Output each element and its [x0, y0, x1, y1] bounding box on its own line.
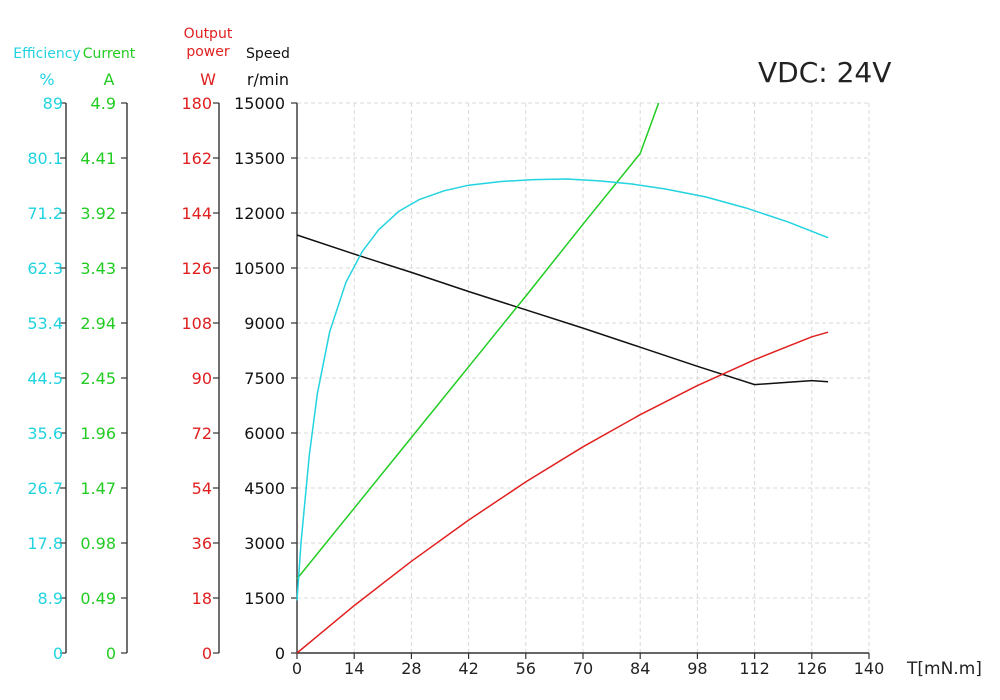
y-tick-label-speed: 0	[275, 644, 285, 663]
y-axis-unit-power: W	[200, 70, 216, 89]
y-tick-label-power: 108	[181, 314, 212, 333]
x-tick-label: 0	[292, 659, 302, 678]
y-tick-label-power: 162	[181, 149, 212, 168]
y-axes: 0 8.9 17.8 26.7 35.6 44.5 53.4 62.3 71.2 80.1 89 Ef…	[13, 26, 298, 663]
y-tick-label-current: 4.41	[80, 149, 116, 168]
y-axis-unit-speed: r/min	[247, 70, 289, 89]
y-tick-label-power: 36	[192, 534, 212, 553]
y-tick-label-efficiency: 62.3	[27, 259, 63, 278]
y-tick-label-current: 0	[106, 644, 116, 663]
y-tick-label-power: 72	[192, 424, 212, 443]
y-tick-label-current: 2.94	[80, 314, 116, 333]
y-axis-name-speed: Speed	[246, 46, 290, 62]
y-tick-label-efficiency: 17.8	[27, 534, 63, 553]
y-tick-label-speed: 4500	[244, 479, 285, 498]
y-tick-label-speed: 13500	[234, 149, 285, 168]
y-tick-label-power: 54	[192, 479, 212, 498]
grid	[297, 102, 870, 653]
x-tick-label: 126	[797, 659, 828, 678]
y-tick-label-power: 0	[202, 644, 212, 663]
x-axis: 0 14 28 42 56 70 84 98 112 126 140	[292, 652, 885, 678]
y-axis-name-efficiency: Efficiency	[13, 46, 80, 62]
y-tick-label-efficiency: 71.2	[27, 204, 63, 223]
x-tick-label: 28	[401, 659, 421, 678]
x-tick-label: 112	[739, 659, 770, 678]
y-tick-label-efficiency: 26.7	[27, 479, 63, 498]
y-tick-label-efficiency: 35.6	[27, 424, 63, 443]
x-tick-label: 14	[344, 659, 364, 678]
data-series	[296, 102, 829, 654]
y-tick-label-current: 1.96	[80, 424, 116, 443]
series-line-efficiency	[296, 178, 829, 601]
y-tick-label-speed: 7500	[244, 369, 285, 388]
y-tick-label-efficiency: 0	[53, 644, 63, 663]
x-tick-label: 42	[458, 659, 478, 678]
y-tick-label-power: 90	[192, 369, 212, 388]
y-tick-label-power: 180	[181, 94, 212, 113]
x-tick-label: 98	[687, 659, 707, 678]
y-axis-name-current: Current	[83, 46, 136, 62]
y-axis-name-line: power	[186, 44, 230, 60]
y-tick-label-power: 126	[181, 259, 212, 278]
y-tick-label-current: 2.45	[80, 369, 116, 388]
x-axis-label: T[mN.m]	[906, 659, 982, 679]
y-tick-label-speed: 15000	[234, 94, 285, 113]
y-tick-label-power: 144	[181, 204, 212, 223]
x-tick-label: 140	[854, 659, 885, 678]
series-line-speed	[296, 234, 829, 386]
y-axis-unit-efficiency: %	[39, 70, 54, 89]
y-axis-name-line: Output	[184, 26, 233, 42]
y-tick-label-efficiency: 80.1	[27, 149, 63, 168]
series-line-current	[296, 102, 660, 580]
y-tick-label-current: 0.49	[80, 589, 116, 608]
y-tick-label-efficiency: 53.4	[27, 314, 63, 333]
x-tick-label: 70	[573, 659, 593, 678]
y-tick-label-efficiency: 89	[43, 94, 63, 113]
y-tick-label-efficiency: 8.9	[38, 589, 63, 608]
y-tick-label-current: 1.47	[80, 479, 116, 498]
y-tick-label-speed: 10500	[234, 259, 285, 278]
x-tick-label: 84	[630, 659, 650, 678]
y-tick-label-speed: 6000	[244, 424, 285, 443]
y-tick-label-speed: 12000	[234, 204, 285, 223]
x-tick-label: 56	[516, 659, 536, 678]
y-tick-label-efficiency: 44.5	[27, 369, 63, 388]
chart-title: VDC: 24V	[758, 56, 891, 89]
y-tick-label-speed: 1500	[244, 589, 285, 608]
y-tick-label-current: 4.9	[91, 94, 116, 113]
series-line-power	[296, 331, 829, 654]
y-tick-label-speed: 9000	[244, 314, 285, 333]
y-tick-label-current: 0.98	[80, 534, 116, 553]
y-tick-label-current: 3.43	[80, 259, 116, 278]
y-axis-unit-current: A	[104, 70, 115, 89]
y-tick-label-power: 18	[192, 589, 212, 608]
y-tick-label-current: 3.92	[80, 204, 116, 223]
y-axis-name-power: Output power	[184, 26, 233, 60]
y-tick-label-speed: 3000	[244, 534, 285, 553]
